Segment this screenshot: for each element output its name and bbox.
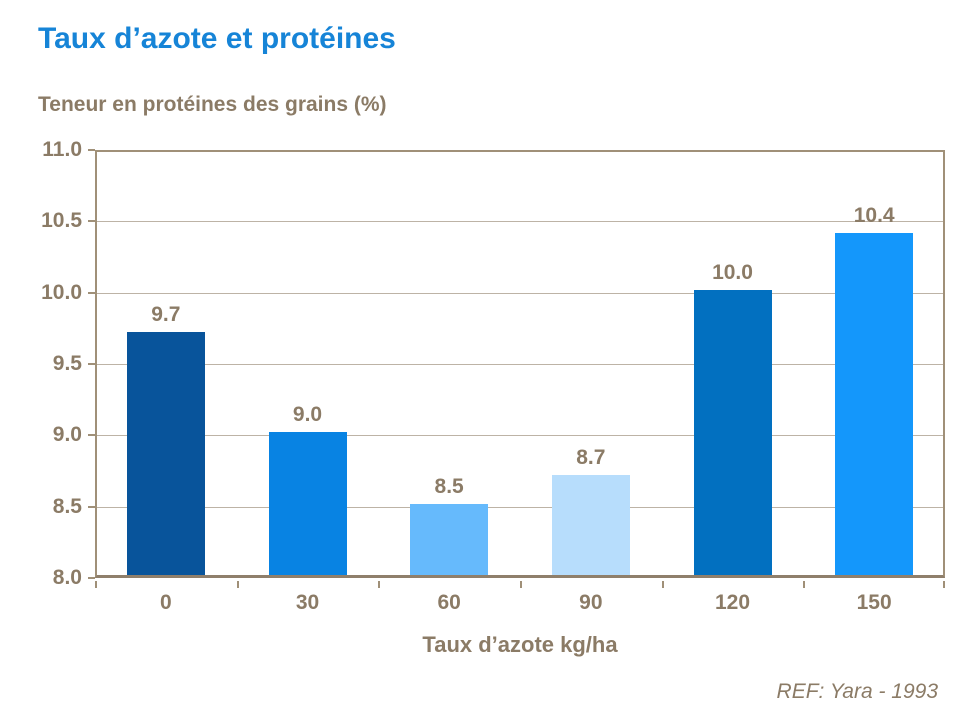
y-tick-label: 10.5 — [41, 209, 82, 233]
x-tick-label: 60 — [437, 591, 461, 614]
y-tick-mark — [88, 149, 95, 151]
x-tick-mark — [803, 581, 806, 588]
y-tick-label: 8.0 — [52, 566, 82, 589]
x-tick-mark — [520, 581, 522, 588]
plot-area — [95, 150, 945, 578]
y-tick-mark — [88, 505, 95, 508]
x-tick-mark — [943, 581, 945, 588]
bar-value-label: 9.7 — [151, 303, 181, 327]
y-tick-label: 9.5 — [52, 352, 82, 375]
x-tick-label: 150 — [856, 591, 892, 614]
bar-value-label: 8.7 — [576, 446, 606, 470]
chart-subtitle-y-axis-title: Teneur en protéines des grains (%) — [38, 93, 387, 116]
bar-150 — [835, 232, 914, 575]
x-tick-label: 90 — [579, 591, 603, 614]
y-tick-mark — [88, 434, 95, 437]
x-tick-label: 120 — [714, 591, 751, 614]
y-tick-mark — [88, 291, 95, 294]
x-axis-title: Taux d’azote kg/ha — [422, 632, 618, 657]
gridline — [97, 506, 943, 508]
x-tick-label: 30 — [295, 591, 320, 614]
bar-60 — [410, 503, 489, 575]
y-tick-label: 9.0 — [52, 423, 82, 447]
gridline — [97, 221, 943, 223]
gridline — [97, 364, 943, 365]
y-tick-label: 11.0 — [42, 138, 82, 161]
bar-120 — [693, 289, 772, 575]
bar-30 — [268, 432, 347, 575]
bar-90 — [551, 475, 630, 575]
bar-value-label: 9.0 — [292, 403, 323, 427]
y-tick-mark — [88, 577, 95, 579]
x-tick-mark — [236, 581, 239, 588]
x-tick-mark — [95, 581, 97, 588]
reference-text: REF: Yara - 1993 — [776, 680, 938, 703]
gridline — [97, 435, 943, 437]
y-tick-mark — [88, 220, 95, 223]
y-tick-label: 8.5 — [52, 494, 82, 518]
x-tick-mark — [378, 581, 381, 588]
y-tick-mark — [88, 363, 95, 365]
bar-value-label: 8.5 — [434, 474, 464, 498]
gridline — [97, 292, 943, 294]
page-title: Taux d’azote et protéines — [38, 22, 396, 55]
bar-value-label: 10.0 — [712, 260, 753, 284]
bar-value-label: 10.4 — [853, 203, 895, 227]
bar-0 — [126, 332, 205, 575]
x-tick-mark — [661, 581, 664, 588]
x-tick-label: 0 — [159, 591, 172, 614]
y-tick-label: 10.0 — [41, 280, 82, 304]
